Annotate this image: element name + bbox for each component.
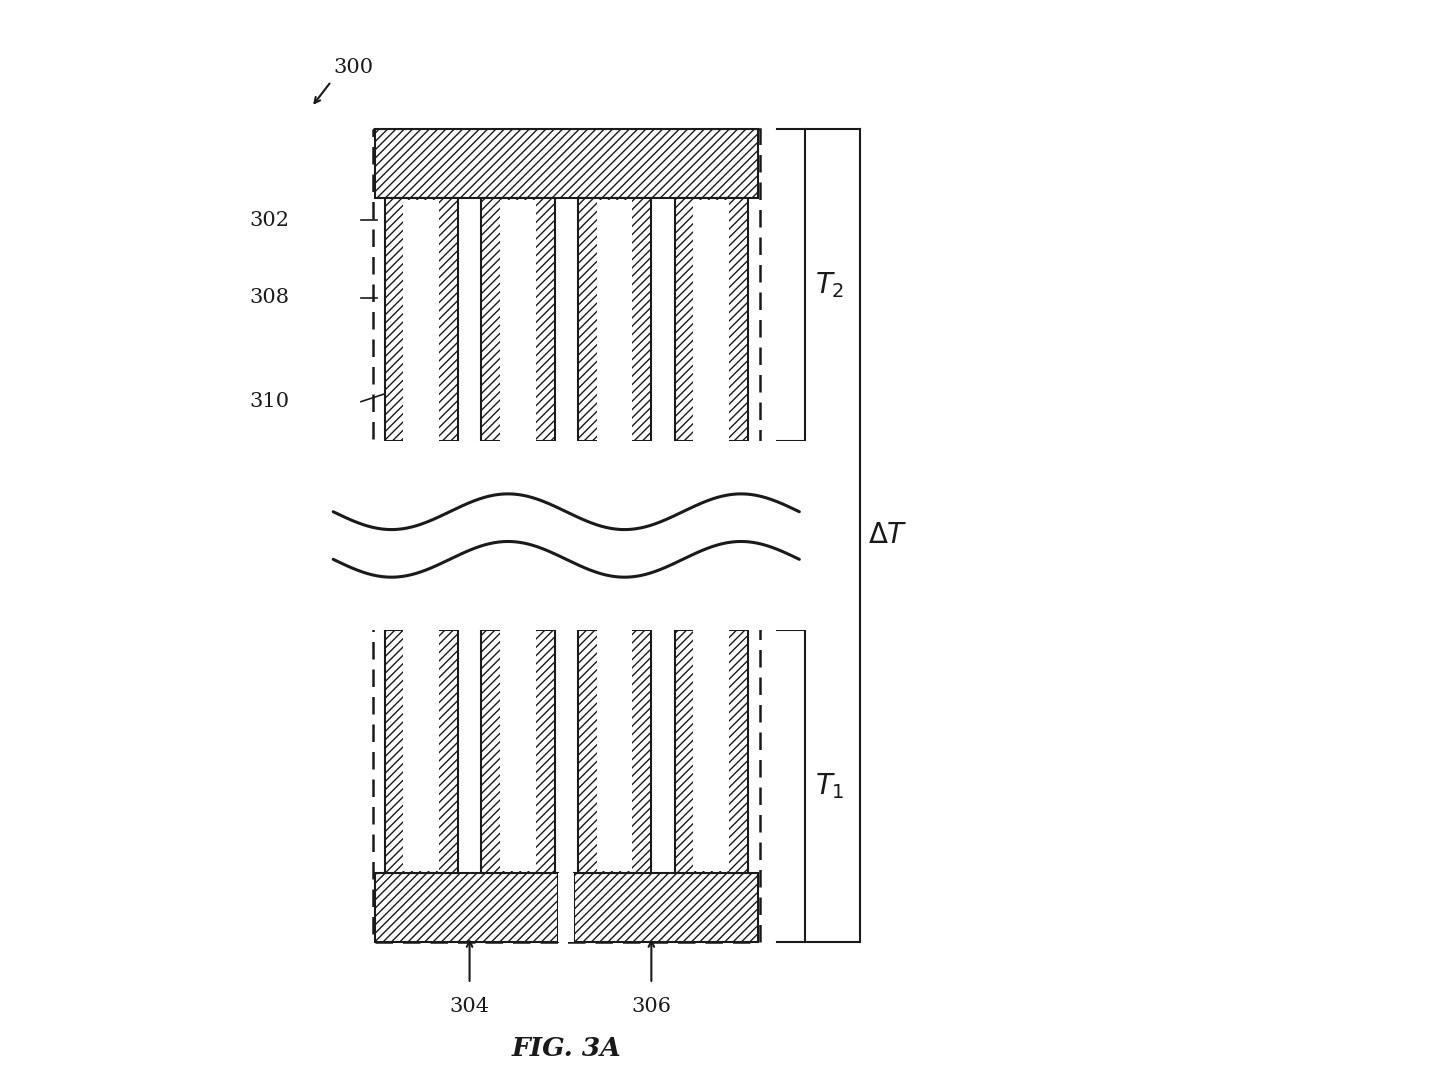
Text: 300: 300 (333, 59, 373, 78)
Bar (558, 873, 574, 942)
Bar (323, 441, 809, 630)
Bar (481, 198, 554, 441)
Text: FIG. 3A: FIG. 3A (511, 1036, 621, 1062)
Text: 304: 304 (449, 997, 489, 1016)
Bar (578, 198, 651, 441)
Bar (375, 129, 758, 198)
Text: 308: 308 (250, 288, 290, 307)
Text: 310: 310 (250, 392, 290, 411)
Text: $T_1$: $T_1$ (815, 771, 845, 801)
Bar (385, 198, 458, 441)
Bar (499, 200, 535, 443)
Bar (597, 200, 633, 443)
Text: 306: 306 (631, 997, 672, 1016)
Bar (481, 630, 554, 873)
Text: $T_2$: $T_2$ (815, 270, 845, 300)
Text: $\Delta T$: $\Delta T$ (868, 522, 907, 549)
Bar (674, 198, 748, 441)
Text: 302: 302 (250, 211, 290, 229)
Bar (693, 200, 729, 443)
Bar (574, 873, 758, 942)
Bar (693, 630, 729, 871)
Bar (403, 200, 439, 443)
Bar (499, 630, 535, 871)
Bar (373, 129, 759, 942)
Bar (674, 630, 748, 873)
Bar (385, 630, 458, 873)
Bar (578, 630, 651, 873)
Bar (597, 630, 633, 871)
Bar (375, 873, 558, 942)
Bar (403, 630, 439, 871)
